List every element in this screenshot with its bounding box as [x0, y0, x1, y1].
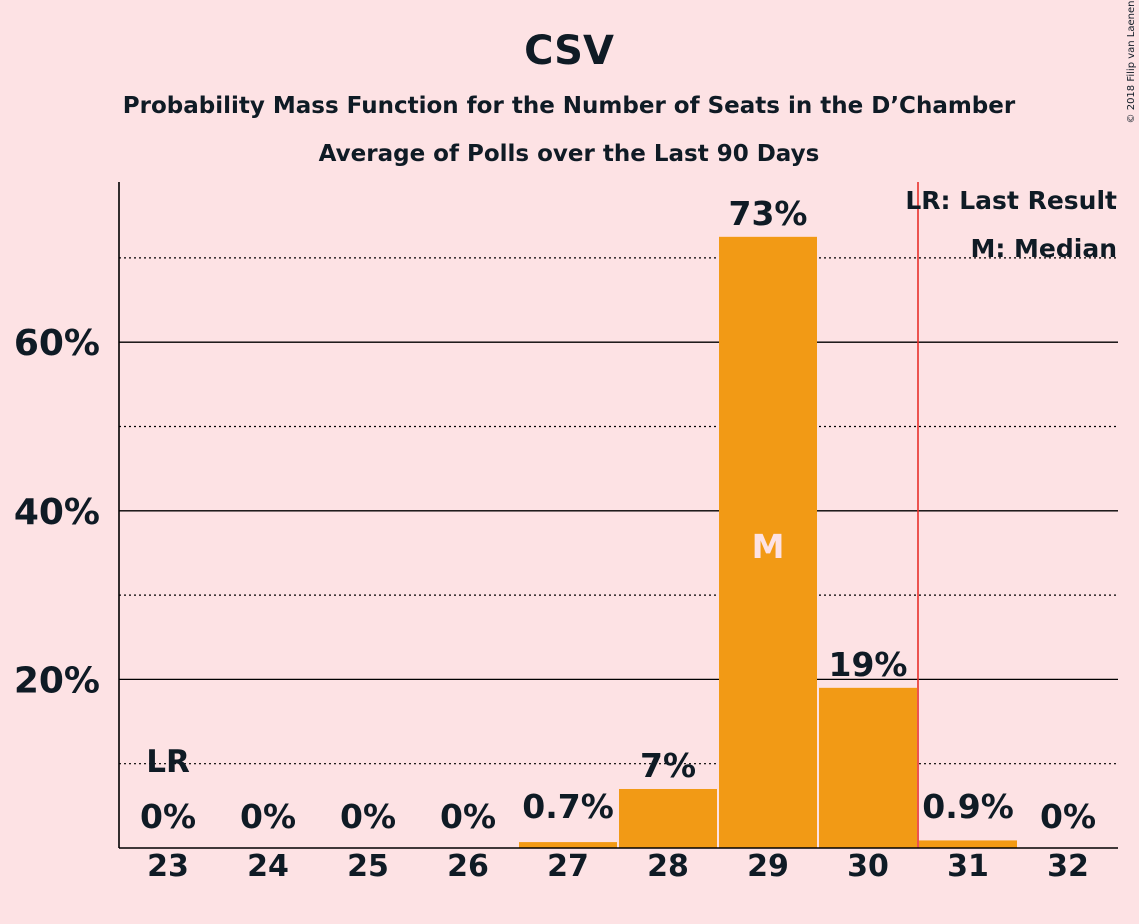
- y-tick-label: 60%: [14, 323, 100, 364]
- chart-subtitle-2: Average of Polls over the Last 90 Days: [319, 141, 820, 167]
- data-label: 0%: [440, 797, 496, 836]
- x-tick-label: 24: [247, 849, 289, 884]
- bar: [619, 788, 717, 848]
- x-tick-label: 25: [347, 849, 389, 884]
- data-label: 0.7%: [522, 787, 614, 826]
- median-marker: M: [752, 527, 785, 566]
- data-label: 0%: [1040, 797, 1096, 836]
- x-tick-label: 28: [647, 849, 689, 884]
- copyright: © 2018 Filip van Laenen: [1126, 1, 1137, 124]
- x-tick-label: 23: [147, 849, 189, 884]
- bar: [519, 842, 617, 848]
- x-tick-label: 26: [447, 849, 489, 884]
- bar: [719, 236, 817, 848]
- bar: [819, 687, 917, 848]
- chart-title: CSV: [524, 28, 614, 74]
- data-label: 0.9%: [922, 787, 1014, 826]
- axes: 20% 40% 60% 23 24 25 26 27 28 29 30 31 32: [14, 182, 1118, 884]
- last-result-marker: LR: [146, 744, 190, 780]
- chart-subtitle: Probability Mass Function for the Number…: [123, 93, 1016, 119]
- x-tick-label: 29: [747, 849, 789, 884]
- legend-median: M: Median: [970, 234, 1117, 263]
- x-tick-label: 32: [1047, 849, 1089, 884]
- data-label: 0%: [140, 797, 196, 836]
- bars: [519, 236, 1017, 848]
- x-tick-label: 31: [947, 849, 989, 884]
- data-label: 0%: [340, 797, 396, 836]
- bar: [919, 840, 1017, 848]
- x-tick-label: 27: [547, 849, 589, 884]
- y-tick-label: 40%: [14, 492, 100, 533]
- data-label: 73%: [729, 194, 808, 233]
- y-tick-label: 20%: [14, 660, 100, 701]
- gridlines: [119, 257, 1118, 765]
- data-label: 19%: [829, 645, 908, 684]
- x-tick-label: 30: [847, 849, 889, 884]
- data-label: 7%: [640, 746, 696, 785]
- data-labels: 0% 0% 0% 0% 0.7% 7% 73% 19% 0.9% 0% LR M: [140, 194, 1096, 836]
- legend-last-result: LR: Last Result: [905, 186, 1117, 215]
- data-label: 0%: [240, 797, 296, 836]
